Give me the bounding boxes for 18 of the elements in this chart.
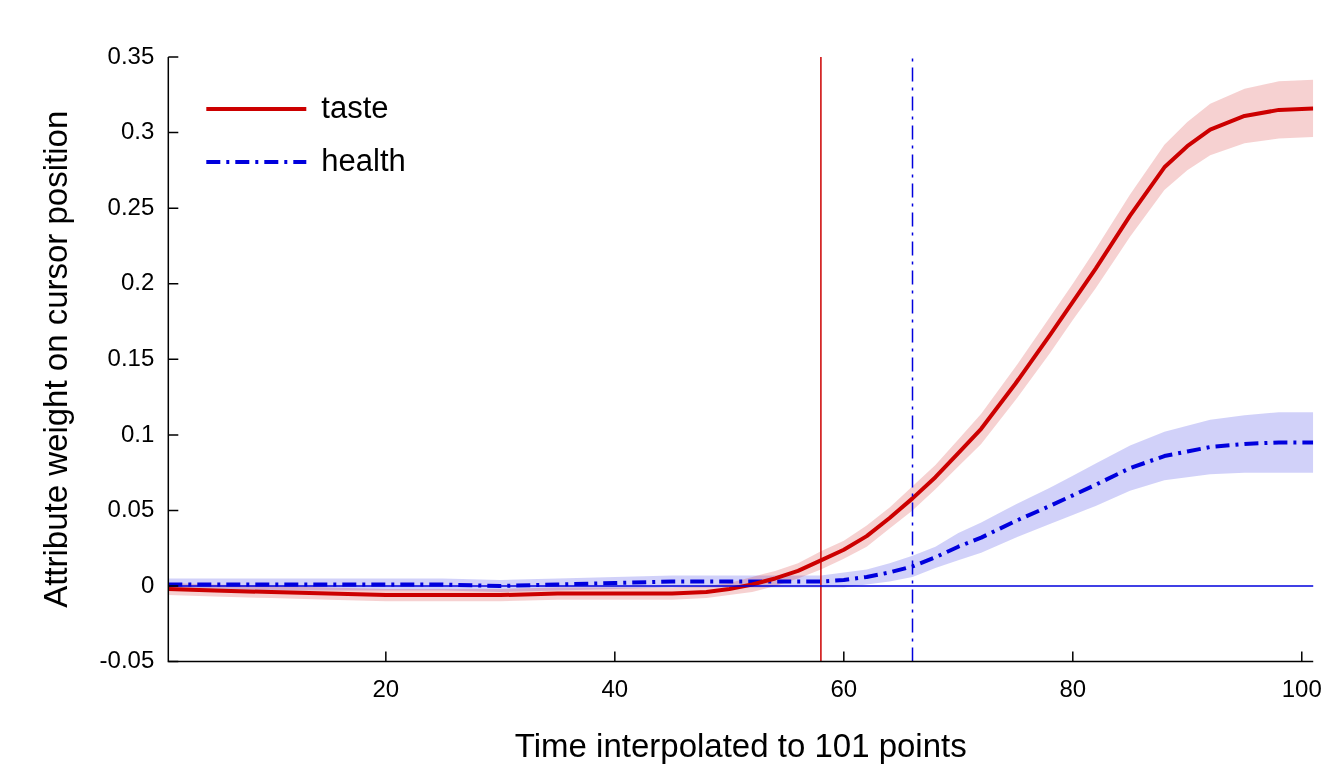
- x-tick-label: 20: [372, 674, 400, 702]
- y-tick-label: 0.15: [107, 343, 155, 371]
- y-axis-title: Attribute weight on cursor position: [36, 110, 74, 608]
- x-tick-label: 80: [1059, 674, 1087, 702]
- legend-label: health: [321, 142, 406, 178]
- y-tick-label: -0.05: [99, 646, 155, 674]
- legend-label: taste: [321, 89, 389, 125]
- x-tick-label: 60: [830, 674, 858, 702]
- y-tick-label: 0.1: [120, 419, 155, 447]
- y-tick-label: 0: [140, 570, 155, 598]
- y-tick-label: 0.2: [120, 268, 155, 296]
- y-tick-label: 0.35: [107, 41, 155, 69]
- x-axis-title: Time interpolated to 101 points: [514, 727, 967, 765]
- y-tick-label: 0.3: [120, 117, 155, 145]
- y-tick-label: 0.05: [107, 495, 155, 523]
- y-tick-label: 0.25: [107, 192, 155, 220]
- x-tick-label: 40: [601, 674, 629, 702]
- x-tick-label: 100: [1281, 674, 1322, 702]
